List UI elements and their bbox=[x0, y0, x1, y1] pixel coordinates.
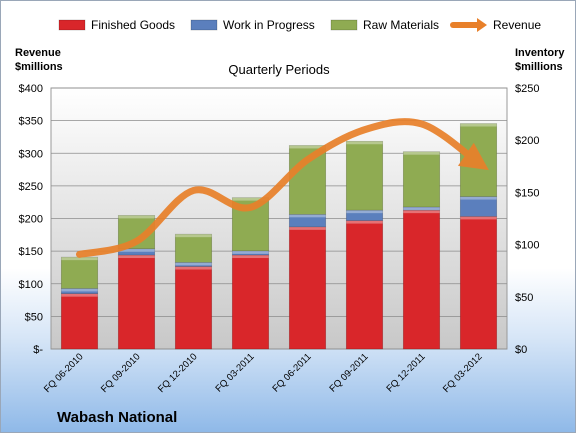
bar-segment-raw-materials bbox=[402, 151, 441, 208]
right-tick-label: $0 bbox=[515, 344, 527, 356]
revenue-line-group bbox=[76, 118, 489, 258]
bar-segment-finished-goods bbox=[459, 216, 498, 350]
x-tick-label: FQ 12-2011 bbox=[384, 351, 427, 394]
legend-arrow-icon bbox=[477, 18, 487, 32]
left-tick-label: $- bbox=[33, 344, 43, 356]
bar-segment-finished-goods bbox=[60, 293, 99, 350]
bar-segment-finished-goods bbox=[117, 254, 156, 350]
right-axis-label-line2: $millions bbox=[515, 61, 563, 73]
bar-segment-highlight bbox=[403, 207, 440, 211]
bar-segment-highlight bbox=[403, 210, 440, 214]
bar-segment-highlight bbox=[289, 214, 326, 218]
legend-swatch bbox=[58, 19, 86, 31]
x-tick-label: FQ 03-2011 bbox=[213, 351, 256, 394]
bar-segment-highlight bbox=[346, 210, 383, 214]
right-tick-label: $100 bbox=[515, 240, 539, 252]
bar-segment-highlight bbox=[175, 266, 212, 270]
bar-segment-highlight bbox=[232, 255, 269, 259]
footer-company-name: Wabash National bbox=[57, 409, 177, 426]
left-tick-label: $400 bbox=[19, 83, 43, 95]
legend-label: Finished Goods bbox=[91, 18, 175, 32]
x-tick-label: FQ 06-2011 bbox=[270, 351, 313, 394]
left-tick-label: $50 bbox=[25, 311, 43, 323]
bar-segment-finished-goods bbox=[174, 266, 213, 350]
left-axis-ticks: $- $50 $100 $150 $200 $250 $300 $350 $400 bbox=[19, 83, 44, 356]
left-axis-label-line2: $millions bbox=[15, 61, 63, 73]
bar-segment-highlight bbox=[118, 255, 155, 259]
bar-segment-highlight bbox=[289, 145, 326, 149]
bar-segment-highlight bbox=[61, 288, 98, 292]
bar-segment-finished-goods bbox=[345, 220, 384, 350]
bar-segment-highlight bbox=[460, 216, 497, 220]
bar-segment-raw-materials bbox=[345, 140, 384, 211]
bar-segment-highlight bbox=[232, 197, 269, 201]
legend-label: Raw Materials bbox=[363, 18, 439, 32]
legend-label: Work in Progress bbox=[223, 18, 315, 32]
x-axis-ticks: FQ 06-2010 FQ 09-2010 FQ 12-2010 FQ 03-2011… bbox=[42, 351, 485, 395]
bar-segment-highlight bbox=[346, 141, 383, 145]
left-axis-label-line1: Revenue bbox=[15, 47, 61, 59]
x-tick-label: FQ 09-2011 bbox=[327, 351, 370, 394]
bar-segment-highlight bbox=[175, 234, 212, 238]
left-tick-label: $100 bbox=[19, 279, 43, 291]
bar-segment-highlight bbox=[289, 226, 326, 230]
bars bbox=[60, 123, 498, 350]
left-tick-label: $250 bbox=[19, 181, 43, 193]
legend: Finished Goods Work in Progress Raw Materi… bbox=[58, 18, 541, 32]
bar-segment-highlight bbox=[61, 293, 98, 297]
bar-segment-highlight bbox=[460, 196, 497, 200]
bar-segment-highlight bbox=[403, 151, 440, 155]
x-tick-label: FQ 09-2010 bbox=[99, 351, 143, 395]
x-tick-label: FQ 06-2010 bbox=[42, 351, 86, 395]
left-tick-label: $350 bbox=[19, 116, 43, 128]
x-tick-label: FQ 03-2012 bbox=[441, 351, 485, 395]
bar-segment-finished-goods bbox=[288, 226, 327, 350]
bar-segment-highlight bbox=[118, 248, 155, 252]
legend-swatch bbox=[330, 19, 358, 31]
left-tick-label: $200 bbox=[19, 214, 43, 226]
bar-segment-finished-goods bbox=[231, 254, 270, 350]
bar-segment-raw-materials bbox=[60, 256, 99, 289]
legend-swatch bbox=[190, 19, 218, 31]
bar-segment-highlight bbox=[61, 257, 98, 261]
bar-segment-highlight bbox=[175, 262, 212, 266]
right-tick-label: $250 bbox=[515, 83, 539, 95]
right-tick-label: $200 bbox=[515, 135, 539, 147]
right-axis-ticks: $0 $50 $100 $150 $200 $250 bbox=[515, 83, 539, 356]
left-tick-label: $300 bbox=[19, 148, 43, 160]
right-axis-label-line1: Inventory bbox=[515, 47, 565, 59]
legend-label: Revenue bbox=[493, 18, 541, 32]
bar-segment-highlight bbox=[460, 123, 497, 127]
revenue-line bbox=[76, 118, 489, 258]
bar-segment-finished-goods bbox=[402, 209, 441, 350]
bar-segment-highlight bbox=[346, 220, 383, 224]
right-tick-label: $50 bbox=[515, 292, 533, 304]
left-tick-label: $150 bbox=[19, 246, 43, 258]
bar-segment-raw-materials bbox=[174, 233, 213, 263]
bar-segment-highlight bbox=[232, 250, 269, 254]
bar-segment-highlight bbox=[118, 215, 155, 219]
x-tick-label: FQ 12-2010 bbox=[156, 351, 200, 395]
right-tick-label: $150 bbox=[515, 187, 539, 199]
chart-subtitle: Quarterly Periods bbox=[228, 62, 330, 77]
